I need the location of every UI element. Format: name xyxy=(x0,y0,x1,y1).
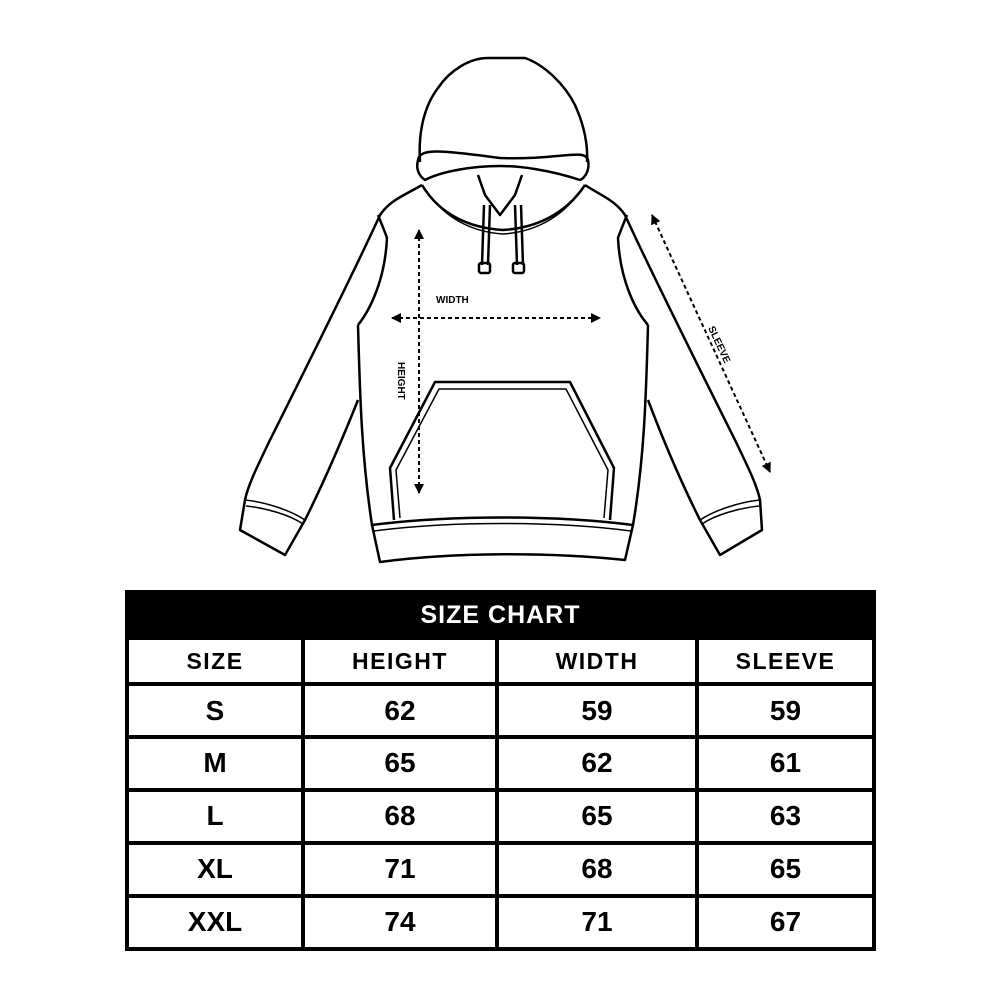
drawstring-right xyxy=(513,204,525,266)
hem-band xyxy=(370,516,635,564)
sleeve-cell: 63 xyxy=(695,787,876,845)
size-cell: M xyxy=(125,735,305,792)
sleeve-label: SLEEVE xyxy=(705,325,732,366)
sleeve-arrow xyxy=(651,214,771,473)
height-cell: 68 xyxy=(301,787,499,845)
sleeve-cell: 59 xyxy=(695,682,876,739)
column-header: WIDTH xyxy=(495,635,699,687)
hoodie-diagram: WIDTH HEIGHT SLEEVE xyxy=(238,56,771,564)
drawstring-left xyxy=(480,204,492,266)
table-row: XL 71 68 65 xyxy=(125,840,876,898)
body-left-side xyxy=(356,324,374,526)
sleeve-cell: 67 xyxy=(695,893,876,952)
width-label: WIDTH xyxy=(436,295,469,306)
hood-rim xyxy=(416,150,590,182)
size-chart-table: SIZE CHART SIZE HEIGHT WIDTH SLEEVE S 62… xyxy=(125,590,876,952)
width-cell: 71 xyxy=(495,893,699,952)
table-row: XXL 74 71 67 xyxy=(125,893,876,952)
table-row: M 65 62 61 xyxy=(125,735,876,792)
column-header: SLEEVE xyxy=(695,635,876,687)
column-header: HEIGHT xyxy=(301,635,499,687)
size-chart-title: SIZE CHART xyxy=(125,590,876,640)
collar xyxy=(420,184,587,232)
height-cell: 62 xyxy=(301,682,499,739)
table-row: S 62 59 59 xyxy=(125,682,876,739)
width-cell: 62 xyxy=(495,735,699,792)
body-right-side xyxy=(631,324,650,526)
column-header: SIZE xyxy=(125,635,305,687)
size-cell: XL xyxy=(125,840,305,898)
table-row: L 68 65 63 xyxy=(125,787,876,845)
width-cell: 68 xyxy=(495,840,699,898)
header-row: SIZE HEIGHT WIDTH SLEEVE xyxy=(125,635,876,687)
left-sleeve xyxy=(238,183,423,557)
kangaroo-pocket xyxy=(388,380,616,521)
size-cell: L xyxy=(125,787,305,845)
size-cell: XXL xyxy=(125,893,305,952)
size-cell: S xyxy=(125,682,305,739)
height-cell: 65 xyxy=(301,735,499,792)
height-cell: 71 xyxy=(301,840,499,898)
width-cell: 59 xyxy=(495,682,699,739)
height-cell: 74 xyxy=(301,893,499,952)
sleeve-cell: 61 xyxy=(695,735,876,792)
width-cell: 65 xyxy=(495,787,699,845)
hood-outline xyxy=(418,56,589,163)
sleeve-cell: 65 xyxy=(695,840,876,898)
height-label: HEIGHT xyxy=(395,362,406,400)
